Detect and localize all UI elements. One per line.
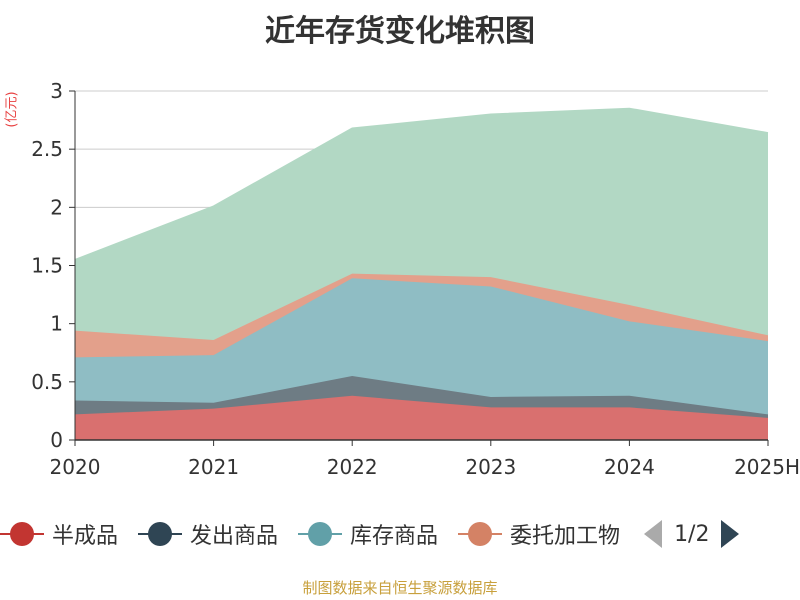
series-area-0 — [75, 395, 768, 440]
x-tick-label: 2024 — [604, 455, 655, 479]
legend-item-semi-finished[interactable]: 半成品 — [0, 518, 118, 550]
legend-dot — [10, 522, 34, 546]
legend-label: 委托加工物 — [510, 524, 621, 549]
legend-symbol — [0, 522, 44, 546]
y-tick-label: 0.5 — [31, 370, 63, 394]
x-tick-label: 2022 — [327, 455, 378, 479]
series-line-2 — [74, 277, 769, 359]
legend: 半成品 发出商品 库存商品 委托加工物 1/2 — [0, 512, 740, 556]
y-tick-label: 1.5 — [31, 254, 63, 278]
legend-pager: 1/2 — [644, 520, 740, 548]
y-tick-label: 3 — [50, 79, 63, 103]
legend-symbol — [138, 522, 183, 546]
legend-dot — [308, 522, 333, 546]
series-area-4 — [75, 108, 768, 340]
series-area-2 — [75, 278, 768, 415]
x-tick-label: 2025H — [734, 455, 800, 479]
y-tick-label: 1 — [50, 312, 63, 336]
next-page-icon[interactable] — [721, 520, 740, 548]
series-area-3 — [75, 273, 768, 358]
legend-item-inventory-goods[interactable]: 库存商品 — [298, 518, 438, 550]
data-source-footer: 制图数据来自恒生聚源数据库 — [302, 579, 498, 597]
legend-item-consigned-processing[interactable]: 委托加工物 — [458, 518, 620, 550]
legend-symbol — [298, 522, 343, 546]
x-tick-label: 2021 — [188, 455, 239, 479]
y-tick-label: 2.5 — [31, 137, 63, 161]
y-tick-label: 2 — [50, 195, 63, 219]
series-area-1 — [75, 376, 768, 418]
legend-dot — [148, 522, 173, 546]
previous-page-icon[interactable] — [644, 520, 663, 548]
legend-label: 半成品 — [52, 524, 119, 549]
legend-item-goods-shipped[interactable]: 发出商品 — [138, 518, 278, 550]
chart-title: 近年存货变化堆积图 — [265, 14, 535, 49]
x-tick-label: 2023 — [465, 455, 516, 479]
legend-label: 发出商品 — [190, 524, 279, 549]
series-line-4 — [74, 107, 769, 261]
legend-page-indicator: 1/2 — [674, 521, 710, 547]
legend-label: 库存商品 — [350, 524, 439, 549]
y-tick-label: 0 — [50, 428, 63, 452]
x-tick-label: 2020 — [50, 455, 101, 479]
legend-symbol — [458, 522, 503, 546]
legend-dot — [468, 522, 493, 546]
